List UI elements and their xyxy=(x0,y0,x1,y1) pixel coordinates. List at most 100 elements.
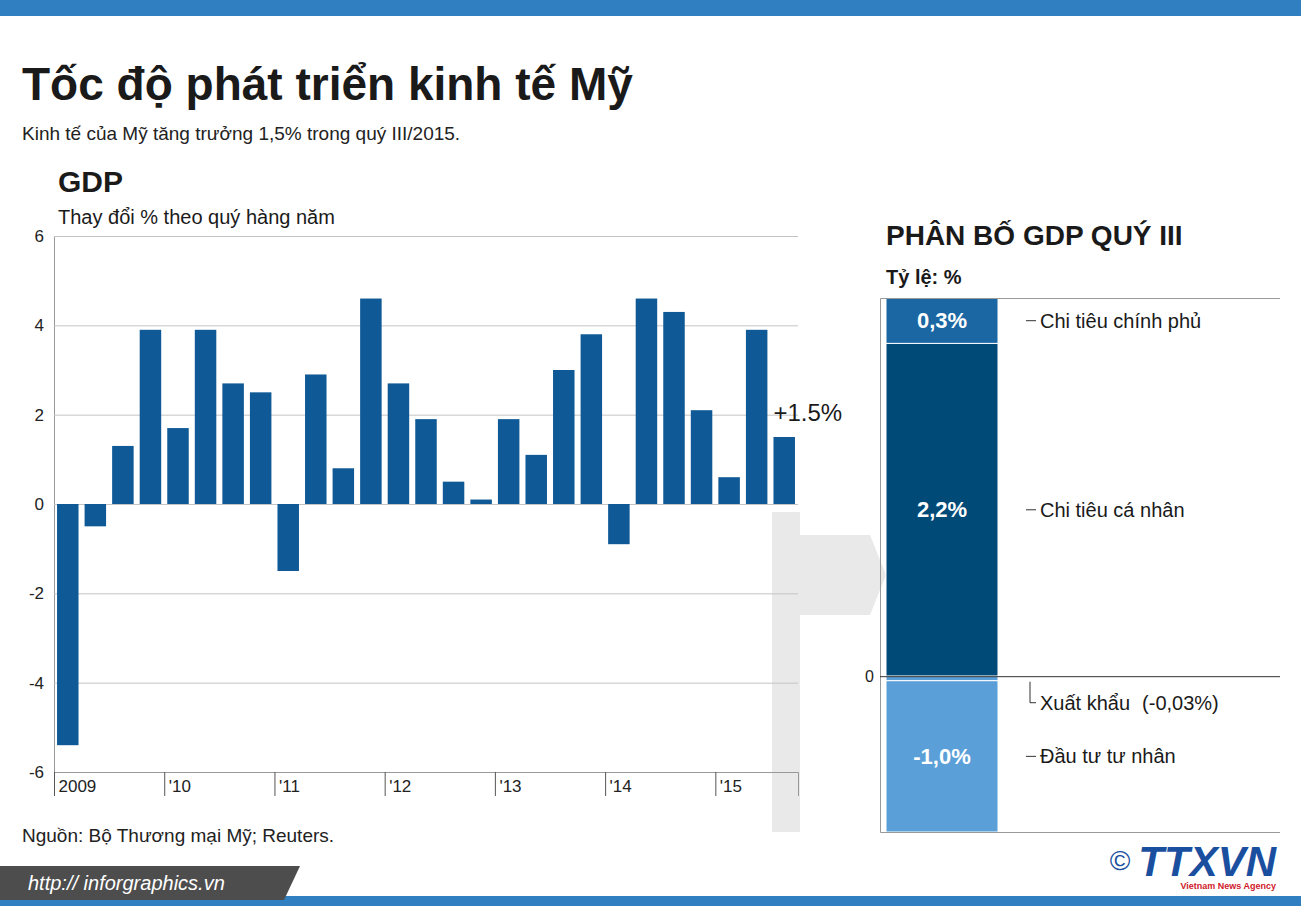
bar xyxy=(195,330,216,504)
axis-line xyxy=(55,773,799,797)
tick-label: 2 xyxy=(35,406,44,425)
chart-title: PHÂN BỐ GDP QUÝ III xyxy=(886,219,1183,251)
tick-mark xyxy=(385,772,386,796)
series-name: Đầu tư tư nhân xyxy=(1040,745,1176,767)
data-label: (-0,03%) xyxy=(1142,692,1219,714)
tick-mark xyxy=(274,772,275,796)
bar xyxy=(773,437,794,504)
axis-title: Tỷ lệ: % xyxy=(886,266,962,288)
y-tick: -2 xyxy=(29,584,798,603)
bar-segment xyxy=(886,681,998,832)
canvas: Tốc độ phát triển kinh tế Mỹ Kinh tế của … xyxy=(0,0,1301,906)
logo: TTXVN xyxy=(1138,838,1277,885)
bar xyxy=(167,428,188,504)
grid-line xyxy=(54,325,798,326)
stack xyxy=(886,298,998,832)
y-tick: 6 xyxy=(35,227,798,246)
data-label: -1,0% xyxy=(913,744,970,769)
bar xyxy=(57,504,78,745)
tick-label: 0 xyxy=(865,668,874,685)
x-tick: '10 xyxy=(165,772,191,796)
x-tick: '13 xyxy=(495,772,521,796)
zero-line xyxy=(880,676,1280,677)
bar xyxy=(443,482,464,504)
grid-line xyxy=(54,415,798,416)
bar xyxy=(112,446,133,504)
grid-line xyxy=(54,593,798,594)
tick-label: '12 xyxy=(389,777,411,796)
page: Tốc độ phát triển kinh tế Mỹ Kinh tế của … xyxy=(0,0,1301,906)
bar xyxy=(498,419,519,504)
axis-title: Thay đổi % theo quý hàng năm xyxy=(58,206,335,228)
url-box xyxy=(0,866,300,900)
y-tick: -4 xyxy=(29,674,798,693)
bar xyxy=(470,500,491,504)
tick-label: 0 xyxy=(35,495,44,514)
leader-line xyxy=(1026,756,1036,757)
bar xyxy=(663,312,684,504)
top-stripe xyxy=(0,0,1301,16)
tick-label: 6 xyxy=(35,227,44,246)
series-name: Chi tiêu chính phủ xyxy=(1040,310,1201,332)
source: Nguồn: Bộ Thương mại Mỹ; Reuters. xyxy=(22,825,334,846)
x-tick: '11 xyxy=(275,772,300,796)
grid-line xyxy=(54,504,798,505)
x-tick: '12 xyxy=(385,772,411,796)
leader-line xyxy=(1026,509,1036,510)
bar xyxy=(691,410,712,504)
axis-line xyxy=(881,299,1281,833)
logo-sub: Vietnam News Agency xyxy=(1180,881,1276,891)
bar xyxy=(553,370,574,504)
y-tick: 0 xyxy=(865,668,1280,685)
tick-mark xyxy=(54,772,55,796)
tick-mark xyxy=(495,772,496,796)
bar xyxy=(718,477,739,504)
bar xyxy=(388,383,409,504)
url: http:// inforgraphics.vn xyxy=(28,872,225,894)
leader-line xyxy=(1026,320,1036,321)
data-label: 0,3% xyxy=(917,308,967,333)
bar xyxy=(277,504,298,571)
y-axis: -6-4-20246 xyxy=(29,227,798,782)
segment-labels: 2,2% Chi tiêu cá nhân 0,3% Chi tiêu chính p… xyxy=(913,308,1219,769)
data-label: 2,2% xyxy=(917,497,967,522)
tick-mark xyxy=(605,772,606,796)
bar xyxy=(525,455,546,504)
bar xyxy=(85,504,106,526)
bars xyxy=(57,299,795,746)
connector-arrow xyxy=(772,512,886,832)
bar xyxy=(250,392,271,504)
leader-line xyxy=(1030,682,1036,703)
tick-label: -6 xyxy=(29,763,44,782)
series-name: Chi tiêu cá nhân xyxy=(1040,499,1185,521)
tick-label: '14 xyxy=(610,777,632,796)
bar xyxy=(746,330,767,504)
bar xyxy=(333,468,354,504)
grid-line xyxy=(54,236,798,237)
x-axis: 2009 '10 '11 '12 '13 '14 '15 xyxy=(55,772,799,796)
tick-label: '10 xyxy=(169,777,191,796)
bar xyxy=(360,299,381,504)
bar xyxy=(222,383,243,504)
bar xyxy=(608,504,629,544)
x-tick: '15 xyxy=(716,772,742,796)
tick-label: -2 xyxy=(29,584,44,603)
tick-label: '15 xyxy=(720,777,742,796)
title: Tốc độ phát triển kinh tế Mỹ xyxy=(22,58,633,110)
y-axis: 0 xyxy=(865,299,1280,833)
annotation: +1.5% xyxy=(773,399,842,426)
bar xyxy=(581,334,602,504)
tick-mark xyxy=(715,772,716,796)
bar-segment xyxy=(886,343,998,676)
bar xyxy=(140,330,161,504)
tick-label: -4 xyxy=(29,674,44,693)
x-tick: 2009 xyxy=(55,772,97,796)
copyright: © xyxy=(1110,845,1131,876)
bar xyxy=(305,374,326,504)
tick-label: '13 xyxy=(499,777,521,796)
series-name: Xuất khẩu xyxy=(1040,692,1130,714)
axis-line xyxy=(55,237,799,773)
tick-mark xyxy=(164,772,165,796)
bar xyxy=(415,419,436,504)
subtitle: Kinh tế của Mỹ tăng trưởng 1,5% trong qu… xyxy=(22,123,460,144)
